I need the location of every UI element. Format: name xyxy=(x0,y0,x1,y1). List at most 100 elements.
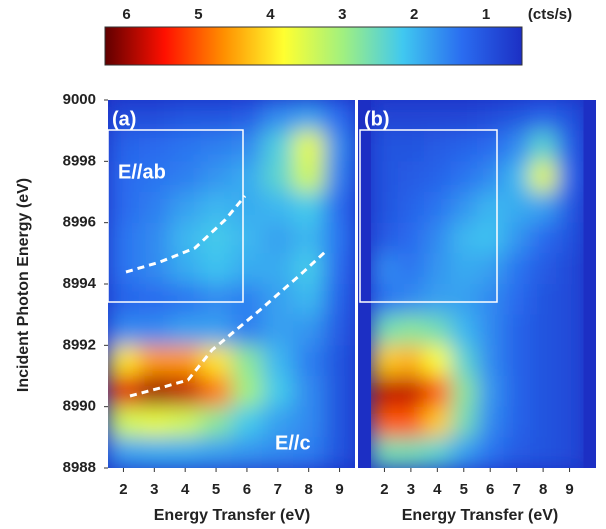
x-tick-label: 9 xyxy=(565,481,573,498)
heat-cell xyxy=(556,376,584,408)
panel-label: (a) xyxy=(112,108,136,130)
heat-cell xyxy=(503,253,531,285)
heat-cell xyxy=(200,161,232,193)
heat-cell xyxy=(503,406,531,438)
inset-frame xyxy=(107,129,244,303)
heat-cell xyxy=(293,376,325,408)
heat-cell xyxy=(108,161,140,193)
heat-cell xyxy=(556,222,584,254)
heat-cell xyxy=(169,100,202,132)
x-tick-label: 9 xyxy=(335,481,343,498)
heat-cell xyxy=(138,100,171,132)
colorbar-tick-label: 2 xyxy=(410,6,418,23)
heat-cell xyxy=(477,130,504,162)
x-tick-label: 2 xyxy=(119,481,127,498)
heat-cell xyxy=(293,345,325,377)
heat-cell xyxy=(231,437,263,468)
heat-cell xyxy=(169,253,202,285)
heat-cell xyxy=(424,437,452,468)
heat-cell xyxy=(262,192,294,224)
heat-cell xyxy=(556,437,584,468)
heat-cell xyxy=(231,406,263,438)
heat-cell xyxy=(262,406,294,438)
heat-cell xyxy=(450,253,478,285)
annotation: E//c xyxy=(275,432,311,454)
heat-cell xyxy=(556,130,584,162)
heat-cell xyxy=(529,192,557,224)
heat-cell xyxy=(138,161,171,193)
heat-cell xyxy=(200,130,232,162)
heat-cell xyxy=(529,253,557,285)
heat-cell xyxy=(231,161,263,193)
heat-cell xyxy=(262,314,294,346)
y-tick-label: 8988 xyxy=(63,459,96,476)
heat-cell xyxy=(200,192,232,224)
heat-cell xyxy=(371,161,399,193)
heat-cell xyxy=(397,406,425,438)
colorbar-tick-label: 6 xyxy=(122,6,130,23)
heat-cell xyxy=(503,376,531,408)
heat-cell xyxy=(450,284,478,316)
heat-cell xyxy=(477,100,504,132)
heat-cell xyxy=(108,314,140,346)
x-tick-label: 8 xyxy=(539,481,547,498)
heat-cell xyxy=(424,376,452,408)
heat-cell xyxy=(293,314,325,346)
heat-cell xyxy=(169,284,202,316)
heat-cell xyxy=(324,376,355,408)
heat-cell xyxy=(200,345,232,377)
heat-cell xyxy=(108,345,140,377)
heat-cell xyxy=(529,100,557,132)
x-tick-label: 3 xyxy=(150,481,158,498)
heat-cell xyxy=(450,437,478,468)
heat-cell xyxy=(477,345,504,377)
heat-cell xyxy=(324,222,355,254)
x-axis-label: Energy Transfer (eV) xyxy=(402,507,559,524)
panel-a xyxy=(108,100,355,468)
annotation: E//ab xyxy=(118,161,166,183)
colorbar-unit: (cts/s) xyxy=(528,6,572,23)
guide-line xyxy=(125,195,247,274)
heat-cell xyxy=(231,253,263,285)
y-tick-label: 8990 xyxy=(63,398,96,415)
y-tick-label: 8996 xyxy=(63,214,96,231)
heat-cell xyxy=(138,130,171,162)
heat-cell xyxy=(324,100,355,132)
heat-cell xyxy=(200,406,232,438)
heat-cell xyxy=(324,345,355,377)
heat-cell xyxy=(231,284,263,316)
heat-cell xyxy=(477,222,504,254)
heat-cell xyxy=(556,406,584,438)
heat-cell xyxy=(231,192,263,224)
heat-cell xyxy=(200,437,232,468)
heat-cell xyxy=(371,222,399,254)
heat-cell xyxy=(371,192,399,224)
heat-cell xyxy=(424,222,452,254)
heat-cell xyxy=(293,222,325,254)
heat-cell xyxy=(477,253,504,285)
heat-cell xyxy=(371,406,399,438)
heat-cell xyxy=(529,284,557,316)
heat-cell xyxy=(262,376,294,408)
heat-cell xyxy=(529,345,557,377)
heat-cell xyxy=(371,437,399,468)
heat-cell xyxy=(477,192,504,224)
heat-cell xyxy=(477,376,504,408)
heat-cell xyxy=(529,130,557,162)
heat-cell xyxy=(262,100,294,132)
heat-cell xyxy=(397,345,425,377)
heat-cell xyxy=(324,253,355,285)
heat-cell xyxy=(108,100,140,132)
heat-cell xyxy=(503,345,531,377)
heat-cell xyxy=(424,130,452,162)
heat-cell xyxy=(503,314,531,346)
heat-cell xyxy=(169,437,202,468)
heat-cell xyxy=(324,161,355,193)
heat-cell xyxy=(503,437,531,468)
inset-frame xyxy=(359,129,498,303)
heat-cell xyxy=(108,406,140,438)
heat-cell xyxy=(450,314,478,346)
heat-cell xyxy=(503,222,531,254)
heat-cell xyxy=(324,406,355,438)
